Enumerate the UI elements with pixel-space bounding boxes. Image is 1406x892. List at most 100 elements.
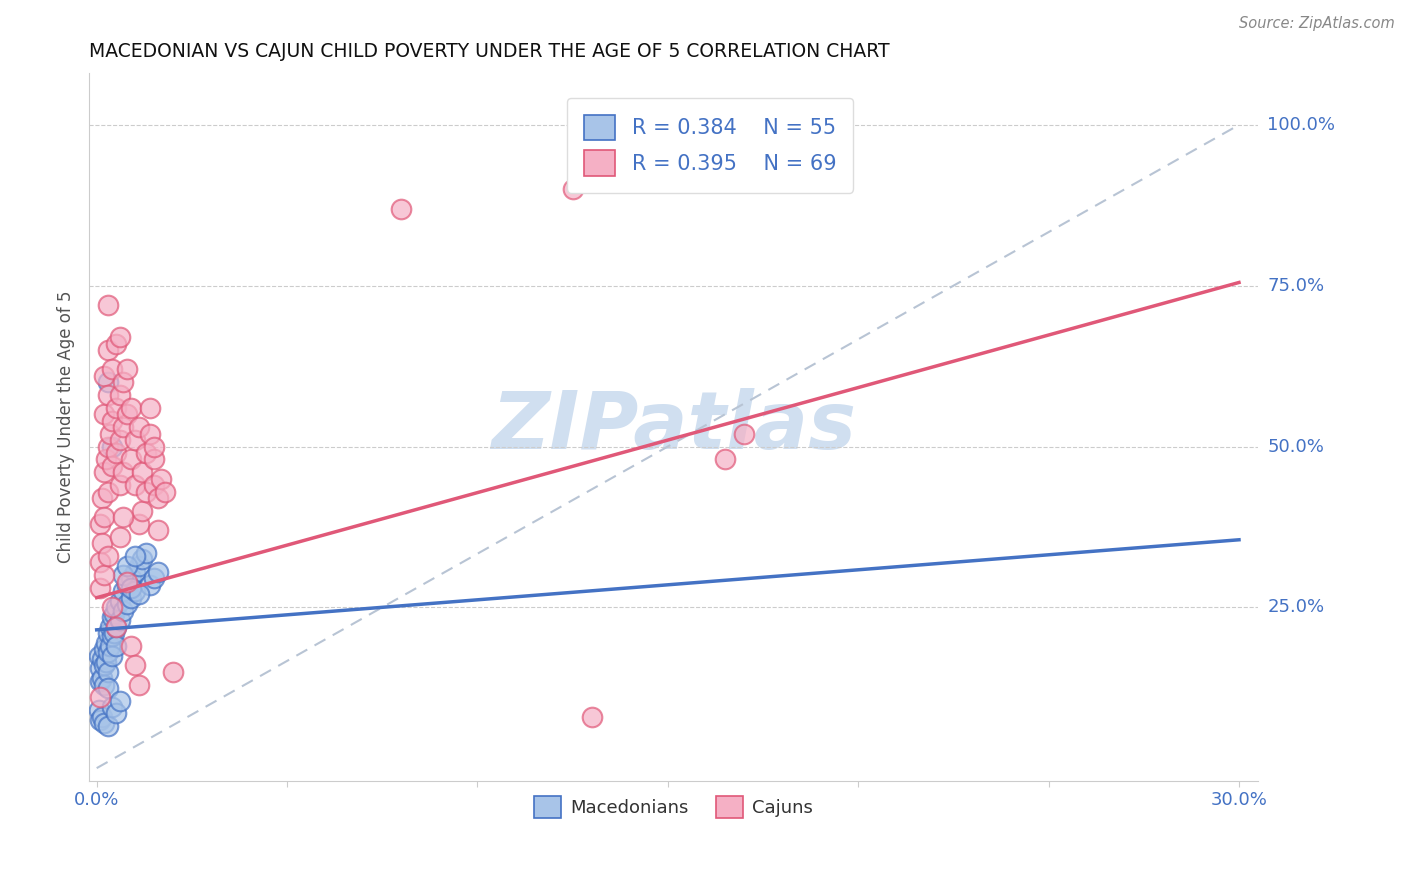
Text: 25.0%: 25.0%	[1267, 599, 1324, 616]
Point	[101, 362, 124, 376]
Point	[96, 655, 118, 669]
Point	[89, 581, 111, 595]
Point	[112, 420, 135, 434]
Point	[101, 440, 124, 454]
Point	[128, 420, 150, 434]
Point	[108, 693, 131, 707]
Point	[91, 652, 114, 666]
Point	[108, 433, 131, 447]
Point	[124, 549, 146, 563]
Point	[104, 401, 127, 415]
Point	[131, 465, 153, 479]
Point	[89, 555, 111, 569]
Point	[139, 401, 162, 415]
Point	[97, 343, 120, 357]
Text: MACEDONIAN VS CAJUN CHILD POVERTY UNDER THE AGE OF 5 CORRELATION CHART: MACEDONIAN VS CAJUN CHILD POVERTY UNDER …	[89, 42, 890, 61]
Point	[112, 603, 135, 617]
Point	[104, 600, 127, 615]
Point	[120, 591, 142, 605]
Point	[131, 552, 153, 566]
Point	[93, 716, 115, 731]
Point	[103, 607, 125, 621]
Text: 50.0%: 50.0%	[1267, 437, 1324, 456]
Point	[128, 516, 150, 531]
Point	[91, 671, 114, 685]
Point	[142, 478, 165, 492]
Point	[124, 658, 146, 673]
Point	[128, 677, 150, 691]
Point	[101, 629, 124, 643]
Point	[98, 639, 121, 653]
Point	[98, 426, 121, 441]
Point	[128, 587, 150, 601]
Point	[93, 368, 115, 383]
Point	[101, 648, 124, 663]
Point	[97, 388, 120, 402]
Point	[97, 484, 120, 499]
Point	[104, 619, 127, 633]
Point	[101, 414, 124, 428]
Point	[101, 610, 124, 624]
Point	[120, 581, 142, 595]
Point	[142, 440, 165, 454]
Point	[115, 408, 138, 422]
Point	[135, 446, 157, 460]
Point	[115, 558, 138, 573]
Text: ZIPatlas: ZIPatlas	[491, 388, 856, 467]
Text: 100.0%: 100.0%	[1267, 116, 1336, 134]
Point	[146, 491, 169, 505]
Point	[131, 504, 153, 518]
Point	[93, 408, 115, 422]
Point	[101, 700, 124, 714]
Point	[93, 658, 115, 673]
Point	[96, 636, 118, 650]
Point	[124, 584, 146, 599]
Point	[150, 472, 173, 486]
Point	[115, 574, 138, 589]
Point	[112, 465, 135, 479]
Point	[139, 578, 162, 592]
Point	[115, 597, 138, 611]
Point	[120, 639, 142, 653]
Point	[93, 510, 115, 524]
Point	[108, 594, 131, 608]
Point	[135, 546, 157, 560]
Point	[93, 642, 115, 657]
Point	[112, 375, 135, 389]
Point	[97, 665, 120, 679]
Point	[112, 584, 135, 599]
Point	[97, 719, 120, 733]
Point	[89, 516, 111, 531]
Point	[101, 600, 124, 615]
Point	[97, 375, 120, 389]
Point	[135, 484, 157, 499]
Point	[91, 491, 114, 505]
Point	[104, 639, 127, 653]
Point	[87, 703, 110, 717]
Point	[108, 478, 131, 492]
Point	[89, 690, 111, 705]
Point	[104, 706, 127, 721]
Point	[96, 452, 118, 467]
Point	[93, 677, 115, 691]
Point	[101, 458, 124, 473]
Point	[120, 571, 142, 585]
Point	[104, 619, 127, 633]
Point	[112, 510, 135, 524]
Point	[146, 523, 169, 537]
Point	[97, 645, 120, 659]
Point	[97, 440, 120, 454]
Point	[714, 452, 737, 467]
Point	[108, 613, 131, 627]
Point	[108, 330, 131, 344]
Point	[97, 298, 120, 312]
Point	[89, 661, 111, 675]
Point	[124, 433, 146, 447]
Point	[146, 565, 169, 579]
Point	[120, 401, 142, 415]
Point	[142, 571, 165, 585]
Point	[97, 681, 120, 695]
Text: Source: ZipAtlas.com: Source: ZipAtlas.com	[1239, 16, 1395, 31]
Point	[155, 484, 177, 499]
Point	[389, 202, 412, 216]
